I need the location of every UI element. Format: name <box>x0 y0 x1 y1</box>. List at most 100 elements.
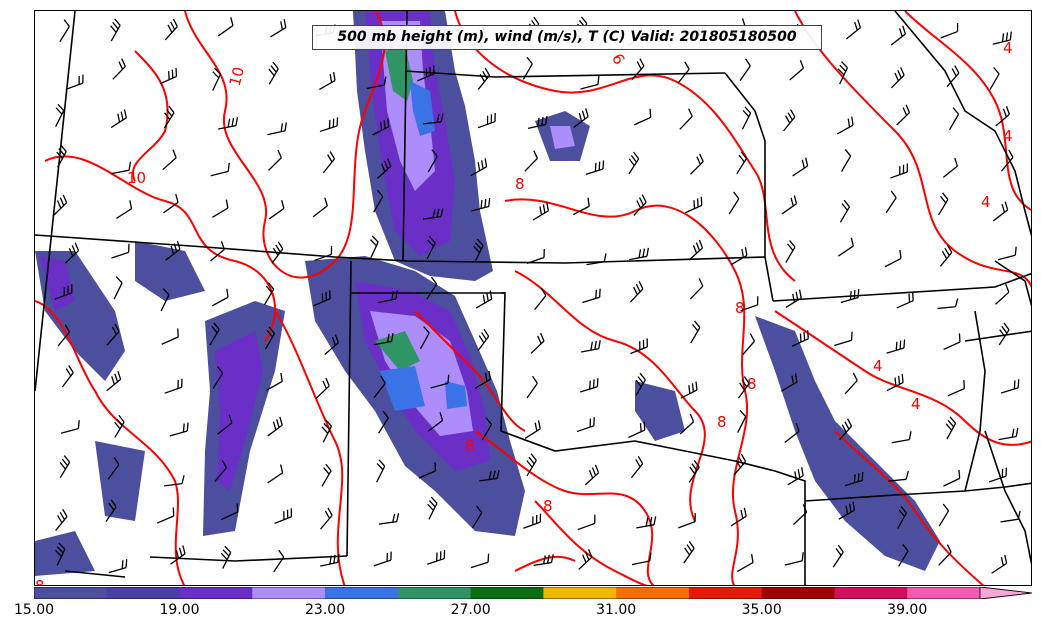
wind-barb <box>890 67 905 89</box>
wind-barb <box>106 371 122 392</box>
wind-barb <box>631 552 652 566</box>
wind-barb <box>217 17 234 37</box>
wind-barb <box>481 417 493 441</box>
wind-barb <box>270 19 287 38</box>
wind-barb <box>787 467 804 486</box>
wind-barb <box>156 507 175 524</box>
contour-label: 8 <box>747 375 757 393</box>
wind-barb <box>789 60 804 81</box>
wind-barb <box>579 378 599 393</box>
wind-barb <box>165 240 181 261</box>
wind-barb <box>998 428 1019 441</box>
wind-barb <box>527 116 548 129</box>
wind-barb <box>679 108 693 130</box>
map-title: 500 mb height (m), wind (m/s), T (C) Val… <box>312 25 822 50</box>
colorbar-tick-label: 35.00 <box>741 602 782 618</box>
wind-barb <box>57 324 71 347</box>
wind-barb <box>106 323 120 346</box>
wind-barb <box>685 196 703 214</box>
wind-barb <box>791 330 809 347</box>
wind-barb <box>107 457 120 480</box>
wind-barb <box>730 507 747 527</box>
wind-barb <box>427 496 438 520</box>
wind-barb <box>475 290 493 309</box>
wind-barb <box>837 237 854 257</box>
wind-barb <box>678 513 696 529</box>
colorbar <box>34 587 1032 599</box>
contour-label: 8 <box>543 497 553 515</box>
colorbar-bin <box>688 587 763 599</box>
wind-barb <box>886 373 904 392</box>
wind-barb <box>376 158 392 179</box>
wind-barb <box>159 67 178 85</box>
wind-barb <box>324 334 340 355</box>
wind-barb <box>268 200 285 220</box>
wind-barb <box>162 149 177 171</box>
wind-barb <box>896 104 911 126</box>
wind-barb <box>943 333 961 351</box>
wind-barb <box>992 31 1012 45</box>
wind-barb <box>689 278 704 300</box>
wind-barb <box>161 328 179 345</box>
wind-barb <box>784 422 800 444</box>
wind-barb <box>737 554 754 573</box>
wind-barb <box>217 414 233 435</box>
wind-barb <box>938 192 949 216</box>
wind-barb <box>690 320 701 344</box>
colorbar-bin <box>325 587 399 599</box>
colorbar-tick-label: 31.00 <box>596 602 637 618</box>
wind-barb <box>630 456 644 479</box>
wind-barb <box>534 288 547 311</box>
wind-barb <box>939 244 953 267</box>
wind-barb <box>55 103 65 127</box>
contour-label: 4 <box>873 357 883 375</box>
colorbar-bin <box>106 587 181 599</box>
wind-barb <box>576 417 595 433</box>
wind-barb <box>313 290 331 307</box>
contour-label: 4 <box>1003 39 1013 57</box>
wind-barb <box>945 416 957 440</box>
wind-barb <box>530 332 545 354</box>
wind-barb <box>419 326 430 350</box>
colorbar-bin <box>834 587 908 599</box>
wind-barb <box>59 19 70 43</box>
wind-barb <box>112 58 126 80</box>
wind-barb <box>65 242 80 264</box>
wind-barb <box>840 149 852 172</box>
wind-barb <box>731 246 748 266</box>
wind-barb <box>163 105 175 129</box>
wind-barb <box>890 25 906 46</box>
wind-barb <box>683 540 695 564</box>
wind-barb <box>111 161 132 175</box>
wind-barb <box>781 195 798 215</box>
colorbar-bin <box>907 587 981 599</box>
wind-barb <box>211 288 229 307</box>
wind-barb <box>474 370 492 389</box>
wind-barb <box>524 150 539 172</box>
wind-barb <box>164 475 185 487</box>
wind-barb <box>578 549 593 570</box>
wind-barb <box>783 109 796 132</box>
wind-barb <box>785 240 796 263</box>
wind-barb <box>526 453 537 477</box>
wind-barb <box>834 331 853 347</box>
wind-barb <box>739 58 751 82</box>
wind-barb <box>56 144 67 168</box>
wind-barb <box>844 471 864 487</box>
wind-barb <box>274 508 293 525</box>
wind-barb <box>884 249 902 268</box>
wind-barb <box>319 117 339 133</box>
wind-barb <box>473 238 484 262</box>
colorbar-tick-label: 27.00 <box>450 602 491 618</box>
wind-barb <box>628 151 640 175</box>
wind-barb <box>679 413 695 435</box>
wind-barb <box>366 76 387 90</box>
wind-barb <box>898 543 909 567</box>
wind-barb <box>630 338 648 355</box>
wind-barb <box>688 459 700 483</box>
wind-barb <box>267 416 283 437</box>
wind-barb <box>373 189 384 213</box>
wind-barb <box>212 199 229 218</box>
wind-barb <box>992 201 1009 222</box>
wind-barb <box>785 289 802 308</box>
